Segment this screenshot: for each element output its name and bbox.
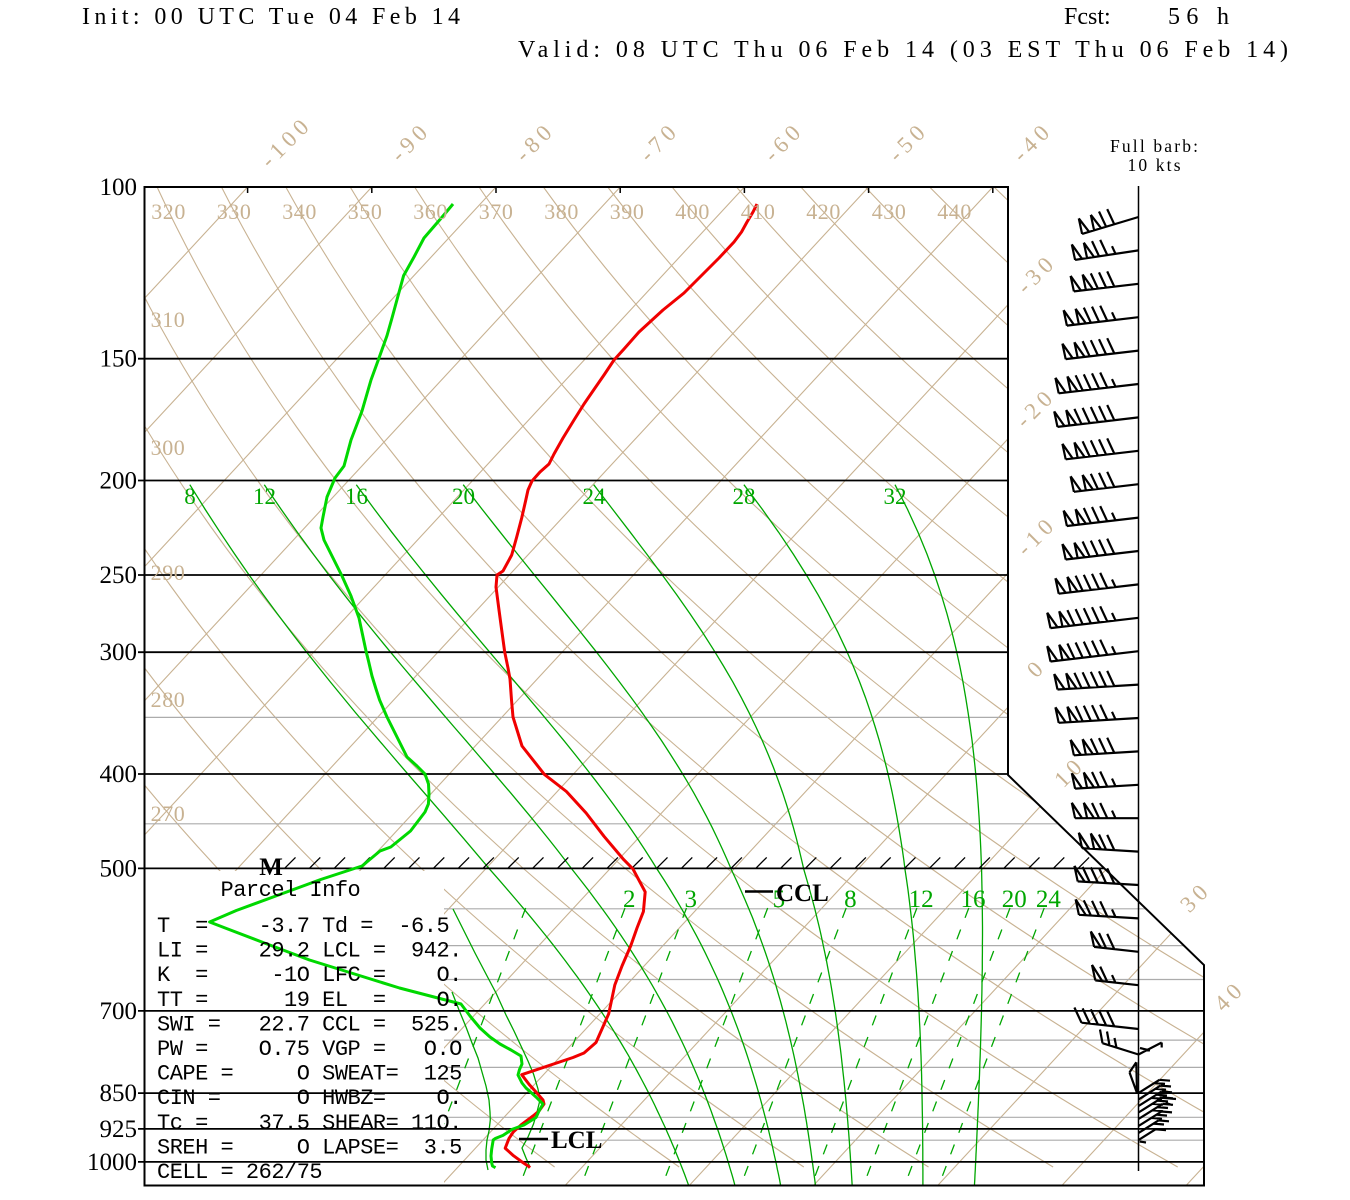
svg-text:320: 320 bbox=[151, 199, 186, 224]
svg-text:3: 3 bbox=[684, 886, 697, 913]
svg-text:Fcst:: Fcst: bbox=[1064, 4, 1111, 30]
svg-text:16: 16 bbox=[345, 484, 368, 509]
svg-text:300: 300 bbox=[100, 639, 138, 666]
svg-text:SWI = 22.7 CCL = 525.: SWI = 22.7 CCL = 525. bbox=[157, 1012, 462, 1037]
svg-text:24: 24 bbox=[1036, 886, 1062, 913]
svg-text:420: 420 bbox=[806, 199, 841, 224]
svg-text:340: 340 bbox=[282, 199, 317, 224]
svg-text:CIN = O HWBZ= O.: CIN = O HWBZ= O. bbox=[157, 1086, 462, 1111]
svg-text:12: 12 bbox=[253, 484, 276, 509]
svg-text:390: 390 bbox=[610, 199, 645, 224]
svg-text:700: 700 bbox=[100, 998, 138, 1025]
svg-text:430: 430 bbox=[872, 199, 907, 224]
svg-text:250: 250 bbox=[100, 562, 138, 589]
svg-text:20: 20 bbox=[1002, 886, 1027, 913]
svg-text:100: 100 bbox=[100, 174, 138, 201]
svg-text:1000: 1000 bbox=[87, 1149, 137, 1176]
svg-text:8: 8 bbox=[844, 886, 857, 913]
svg-text:TT = 19 EL = O.: TT = 19 EL = O. bbox=[157, 988, 462, 1013]
svg-text:Parcel Info: Parcel Info bbox=[157, 878, 360, 903]
svg-text:360: 360 bbox=[413, 199, 448, 224]
svg-text:12: 12 bbox=[909, 886, 934, 913]
svg-text:200: 200 bbox=[100, 468, 138, 495]
svg-text:PW = O.75 VGP = O.O: PW = O.75 VGP = O.O bbox=[157, 1037, 462, 1062]
svg-text:16: 16 bbox=[961, 886, 986, 913]
svg-text:CCL: CCL bbox=[776, 880, 829, 907]
svg-text:850: 850 bbox=[100, 1080, 138, 1107]
svg-text:290: 290 bbox=[151, 560, 186, 585]
svg-text:400: 400 bbox=[100, 761, 138, 788]
svg-text:CAPE = O SWEAT= 125: CAPE = O SWEAT= 125 bbox=[157, 1062, 462, 1087]
svg-text:410: 410 bbox=[741, 199, 776, 224]
svg-text:350: 350 bbox=[348, 199, 383, 224]
svg-text:400: 400 bbox=[675, 199, 710, 224]
svg-text:M: M bbox=[259, 854, 283, 881]
svg-text:330: 330 bbox=[217, 199, 252, 224]
svg-text:Init: 00 UTC Tue 04 Feb 14: Init: 00 UTC Tue 04 Feb 14 bbox=[82, 4, 460, 30]
svg-text:2: 2 bbox=[623, 886, 636, 913]
svg-text:Tc = 37.5 SHEAR= 11O.: Tc = 37.5 SHEAR= 11O. bbox=[157, 1111, 462, 1136]
svg-text:Full barb:: Full barb: bbox=[1110, 136, 1198, 156]
svg-text:SREH = O LAPSE= 3.5: SREH = O LAPSE= 3.5 bbox=[157, 1135, 462, 1160]
svg-text:K = -1O LFC = O.: K = -1O LFC = O. bbox=[157, 963, 462, 988]
svg-text:32: 32 bbox=[884, 484, 907, 509]
svg-text:270: 270 bbox=[151, 801, 186, 826]
svg-text:20: 20 bbox=[452, 484, 475, 509]
svg-text:CELL = 262/75: CELL = 262/75 bbox=[157, 1160, 322, 1185]
svg-text:370: 370 bbox=[479, 199, 514, 224]
svg-text:28: 28 bbox=[733, 484, 756, 509]
svg-text:380: 380 bbox=[544, 199, 579, 224]
svg-text:LI = 29.2 LCL = 942.: LI = 29.2 LCL = 942. bbox=[157, 939, 462, 964]
svg-text:150: 150 bbox=[100, 346, 138, 373]
svg-text:300: 300 bbox=[151, 435, 186, 460]
svg-text:310: 310 bbox=[151, 307, 186, 332]
svg-text:T = -3.7 Td = -6.5: T = -3.7 Td = -6.5 bbox=[157, 914, 449, 939]
svg-text:500: 500 bbox=[100, 855, 138, 882]
svg-text:24: 24 bbox=[583, 484, 607, 509]
svg-text:440: 440 bbox=[937, 199, 972, 224]
svg-text:925: 925 bbox=[100, 1116, 138, 1143]
svg-text:LCL: LCL bbox=[551, 1127, 602, 1154]
svg-text:5: 5 bbox=[773, 886, 786, 913]
svg-text:280: 280 bbox=[151, 687, 186, 712]
svg-text:8: 8 bbox=[184, 484, 196, 509]
